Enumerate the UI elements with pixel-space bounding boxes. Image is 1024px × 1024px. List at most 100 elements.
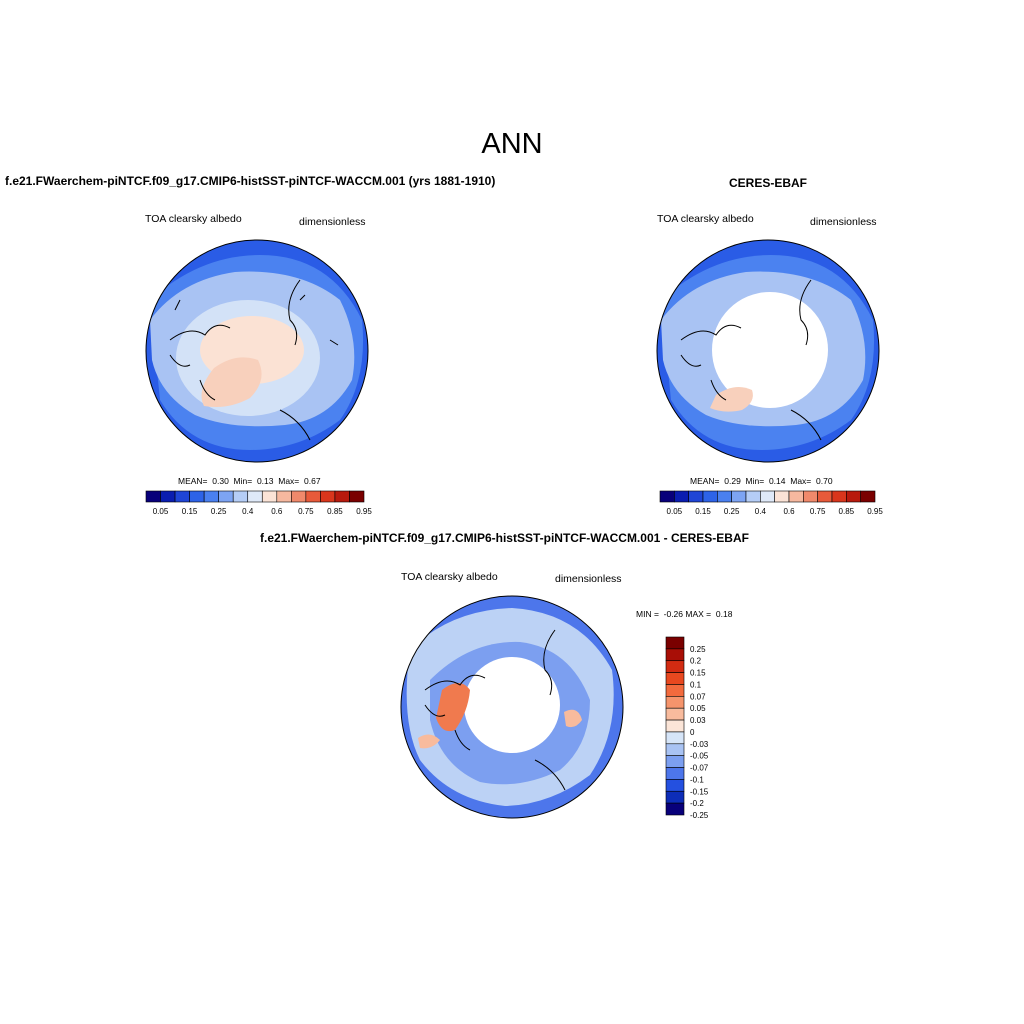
panel-model-units-label: dimensionless — [299, 216, 366, 228]
colorbar-box — [702, 490, 718, 503]
map-coastlines — [424, 629, 566, 791]
map-obs — [656, 239, 880, 463]
panel-model-stats: MEAN= 0.30 Min= 0.13 Max= 0.67 — [178, 476, 321, 486]
colorbar-box — [665, 779, 685, 792]
colorbar-model: 0.05 0.15 0.25 0.4 0.6 0.75 0.85 0.95 — [145, 490, 372, 516]
colorbar-box — [846, 490, 861, 503]
colorbar-box — [731, 490, 747, 503]
map-greenland — [710, 386, 753, 412]
map-diff-warm — [436, 683, 470, 732]
colorbar-tick-label: -0.1 — [690, 775, 704, 784]
colorbar-box — [665, 755, 685, 768]
colorbar-diff: 0.25 0.2 0.15 0.1 0.07 0.05 0.03 0 -0.03 -0.05 -0.… — [665, 636, 709, 820]
colorbar-box — [203, 490, 219, 503]
map-greenland — [201, 357, 262, 407]
colorbar-box — [291, 490, 307, 503]
max-value: 0.18 — [715, 609, 733, 619]
colorbar-tick-label: -0.15 — [690, 787, 709, 796]
colorbar-box — [665, 743, 685, 756]
colorbar-box — [803, 490, 818, 503]
colorbar-tick-label: 0.05 — [690, 704, 706, 713]
panel-model-variable-label: TOA clearsky albedo — [145, 213, 242, 225]
colorbar-box — [665, 802, 685, 816]
colorbar-box — [665, 684, 685, 697]
max-label: Max= — [790, 476, 812, 486]
colorbar-tick-label: 0.4 — [242, 507, 254, 516]
colorbar-box — [659, 490, 675, 503]
colorbar-box — [665, 696, 685, 709]
map-no-data — [464, 657, 560, 753]
max-value: 0.70 — [816, 476, 833, 486]
colorbar-box — [320, 490, 336, 503]
colorbar-tick-label: 0.25 — [724, 507, 740, 516]
colorbar-box — [688, 490, 704, 503]
colorbar-box — [788, 490, 804, 503]
colorbar-box — [160, 490, 176, 503]
colorbar-tick-label: 0.95 — [356, 507, 372, 516]
panel-obs-units-label: dimensionless — [810, 216, 877, 228]
map-border — [400, 595, 624, 819]
panel-model-title: f.e21.FWaerchem-piNTCF.f09_g17.CMIP6-his… — [5, 174, 496, 188]
map-diff-warm-3 — [564, 709, 582, 728]
colorbar-tick-label: 0.2 — [690, 657, 702, 666]
map-border — [145, 239, 369, 463]
mean-label: MEAN= — [178, 476, 208, 486]
colorbar-tick-label: -0.05 — [690, 752, 709, 761]
colorbar-box — [665, 790, 685, 804]
colorbar-tick-label: 0.75 — [810, 507, 826, 516]
colorbar-box — [232, 490, 249, 503]
colorbar-box — [665, 719, 685, 733]
colorbar-box — [665, 648, 685, 662]
colorbar-tick-label: 0.03 — [690, 716, 706, 725]
colorbar-box — [665, 731, 685, 745]
colorbar-box — [745, 490, 761, 503]
map-diff-warm-2 — [418, 734, 440, 749]
colorbar-box — [349, 490, 365, 503]
panel-diff-title: f.e21.FWaerchem-piNTCF.f09_g17.CMIP6-his… — [260, 531, 749, 545]
colorbar-tick-label: 0.6 — [783, 507, 795, 516]
colorbar-tick-label: 0.05 — [667, 507, 683, 516]
colorbar-tick-label: 0.4 — [755, 507, 767, 516]
map-diff — [400, 595, 624, 819]
mean-label: MEAN= — [690, 476, 720, 486]
colorbar-tick-label: 0.15 — [182, 507, 198, 516]
map-no-data — [712, 292, 828, 408]
map-border — [656, 239, 880, 463]
panel-obs-stats: MEAN= 0.29 Min= 0.14 Max= 0.70 — [690, 476, 833, 486]
min-label: MIN = — [636, 609, 659, 619]
colorbar-box — [189, 490, 205, 503]
panel-diff-variable-label: TOA clearsky albedo — [401, 571, 498, 583]
colorbar-tick-label: 0.1 — [690, 680, 702, 689]
colorbar-box — [276, 490, 292, 503]
colorbar-box — [860, 490, 876, 503]
figure-title: ANN — [481, 128, 543, 160]
colorbar-box — [665, 767, 685, 780]
colorbar-box — [831, 490, 847, 503]
colorbar-tick-label: 0.85 — [327, 507, 343, 516]
colorbar-box — [145, 490, 161, 503]
colorbar-tick-label: -0.25 — [690, 811, 709, 820]
max-label: MAX = — [685, 609, 712, 619]
max-label: Max= — [278, 476, 300, 486]
colorbar-box — [665, 707, 685, 721]
min-label: Min= — [233, 476, 253, 486]
colorbar-tick-label: -0.07 — [690, 764, 709, 773]
min-value: 0.14 — [768, 476, 786, 486]
colorbar-box — [674, 490, 689, 503]
colorbar-tick-label: 0.05 — [153, 507, 169, 516]
map-coastlines — [169, 279, 311, 441]
colorbar-box — [717, 490, 732, 503]
colorbar-tick-label: 0 — [690, 728, 695, 737]
panel-diff-units-label: dimensionless — [555, 573, 622, 585]
colorbar-box — [247, 490, 263, 503]
colorbar-box — [774, 490, 790, 503]
min-label: Min= — [745, 476, 765, 486]
colorbar-tick-label: -0.03 — [690, 740, 709, 749]
colorbar-tick-label: -0.2 — [690, 799, 704, 808]
colorbar-tick-label: 0.75 — [298, 507, 314, 516]
colorbar-tick-label: 0.07 — [690, 692, 706, 701]
min-value: -0.26 — [663, 609, 684, 619]
colorbar-tick-label: 0.25 — [211, 507, 227, 516]
colorbar-box — [665, 672, 685, 685]
